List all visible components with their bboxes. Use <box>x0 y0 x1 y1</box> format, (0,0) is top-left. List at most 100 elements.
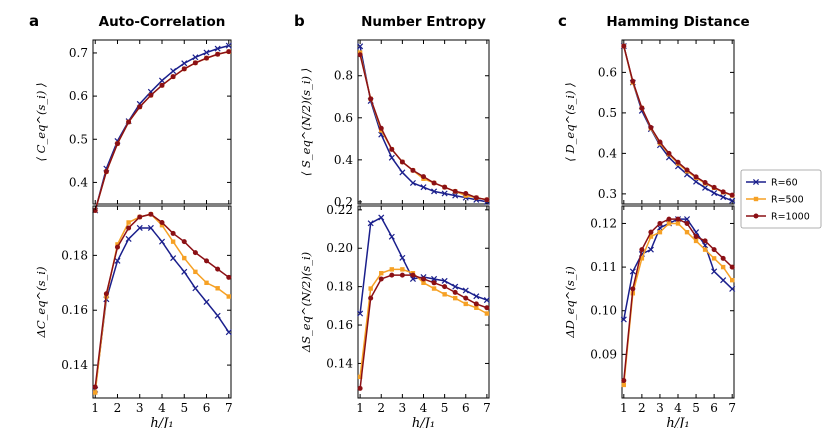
data-point-r-1000 <box>421 276 426 282</box>
legend-marker <box>752 178 760 186</box>
x-tick-label: 3 <box>656 401 664 415</box>
data-point-r-500 <box>159 223 165 228</box>
data-point-r-60 <box>225 42 232 49</box>
data-point-r-1000 <box>621 43 627 49</box>
data-point-r-60 <box>729 285 736 292</box>
series-line-r-60 <box>94 44 229 211</box>
data-point-r-500 <box>442 292 447 297</box>
x-tick-label: 3 <box>399 401 407 415</box>
y-tick-label: 0.6 <box>334 111 353 125</box>
data-point-r-500 <box>648 234 654 239</box>
data-point-r-1000 <box>399 159 405 165</box>
x-tick-label: 7 <box>225 401 233 415</box>
y-tick-label: 0.6 <box>69 89 88 103</box>
data-point-r-1000 <box>410 272 416 278</box>
data-point-r-1000 <box>657 139 663 145</box>
y-tick-label: 0.18 <box>61 248 88 262</box>
data-point-r-1000 <box>215 51 221 57</box>
data-point-r-1000 <box>103 291 109 297</box>
data-point-r-1000 <box>204 258 210 264</box>
legend: R=60 R=500 R=1000 <box>740 169 822 229</box>
data-point-r-60 <box>441 277 448 284</box>
axes-frame <box>92 205 232 399</box>
series-line-r-500 <box>623 45 733 197</box>
y-tick-label: 0.5 <box>69 132 88 146</box>
data-point-r-60 <box>181 60 188 67</box>
data-point-r-1000 <box>92 384 98 390</box>
data-point-r-60 <box>441 190 448 197</box>
data-point-r-500 <box>93 390 98 395</box>
data-point-r-1000 <box>92 207 98 213</box>
data-point-r-1000 <box>693 174 699 180</box>
y-tick-label: 0.6 <box>598 65 617 79</box>
data-point-r-1000 <box>463 190 469 196</box>
x-tick-label: 7 <box>483 401 491 415</box>
data-point-r-500 <box>657 229 663 235</box>
y-tick-label: 0.4 <box>598 146 617 160</box>
y-axis-label: ⟨ S_eq^(N/2)(s_i) ⟩ <box>299 68 313 176</box>
data-point-r-60 <box>181 268 188 275</box>
data-point-r-60 <box>399 254 406 261</box>
data-point-r-500 <box>115 242 120 247</box>
data-point-r-500 <box>126 220 131 225</box>
data-point-r-60 <box>114 257 121 264</box>
data-point-r-1000 <box>452 289 458 295</box>
y-tick-label: 0.12 <box>590 216 617 230</box>
data-point-r-1000 <box>368 295 374 301</box>
y-axis-label: ΔC_eq^(s_i) <box>34 267 48 339</box>
data-point-r-1000 <box>657 220 663 226</box>
data-point-r-1000 <box>431 180 437 186</box>
panel-b-top: 0.2 0.4 0.6 0.8 Number Entropy b ⟨ S_eq^(N/2)(… <box>294 12 490 209</box>
legend-item: R=1000 <box>746 212 810 223</box>
data-point-r-500 <box>729 277 735 283</box>
data-point-r-1000 <box>484 305 490 311</box>
panel-title: Auto-Correlation <box>99 14 226 30</box>
data-point-r-500 <box>400 267 405 272</box>
axes-frame <box>357 205 490 399</box>
data-point-r-60 <box>192 54 199 61</box>
data-point-r-1000 <box>137 214 143 220</box>
data-point-r-500 <box>379 271 384 276</box>
y-tick-label: 0.5 <box>598 106 617 120</box>
data-point-r-1000 <box>181 66 187 72</box>
data-point-r-60 <box>203 298 210 306</box>
data-point-r-1000 <box>126 225 132 231</box>
data-point-r-500 <box>711 256 717 261</box>
data-point-r-1000 <box>170 74 176 80</box>
data-point-r-1000 <box>148 211 154 217</box>
panel-a-top: 0.4 0.5 0.6 0.7 Auto-Correlation a ⟨ C_eq^(s_i… <box>29 12 232 214</box>
data-point-r-60 <box>702 184 709 191</box>
data-point-r-1000 <box>630 286 636 292</box>
data-point-r-60 <box>170 68 177 75</box>
data-point-r-1000 <box>126 119 132 125</box>
data-point-r-1000 <box>114 141 120 147</box>
data-point-r-1000 <box>720 255 726 261</box>
x-tick-label: 4 <box>674 401 682 415</box>
x-tick-label: 7 <box>728 401 736 415</box>
y-tick-label: 0.16 <box>326 318 353 332</box>
legend-label: R=500 <box>771 195 804 206</box>
data-point-r-60 <box>431 188 438 195</box>
panel-letter: b <box>294 12 305 30</box>
data-point-r-500 <box>666 221 672 226</box>
data-point-r-60 <box>409 179 416 186</box>
data-point-r-1000 <box>648 229 654 235</box>
data-point-r-500 <box>675 221 681 226</box>
y-tick-label: 0.14 <box>61 358 88 372</box>
data-point-r-60 <box>684 216 691 223</box>
data-point-r-1000 <box>114 244 120 250</box>
data-point-r-60 <box>452 283 459 290</box>
data-point-r-60 <box>357 43 364 50</box>
x-tick-label: 6 <box>462 401 470 415</box>
data-point-r-500 <box>684 229 690 235</box>
data-point-r-500 <box>463 301 468 307</box>
legend-box <box>740 169 822 229</box>
data-point-r-500 <box>421 280 426 285</box>
data-point-r-1000 <box>215 266 221 272</box>
data-point-r-60 <box>378 214 385 221</box>
y-tick-label: 0.4 <box>69 175 88 189</box>
data-point-r-500 <box>215 286 220 291</box>
x-tick-label: 2 <box>377 401 385 415</box>
data-point-r-1000 <box>148 92 154 98</box>
data-point-r-1000 <box>442 284 448 290</box>
